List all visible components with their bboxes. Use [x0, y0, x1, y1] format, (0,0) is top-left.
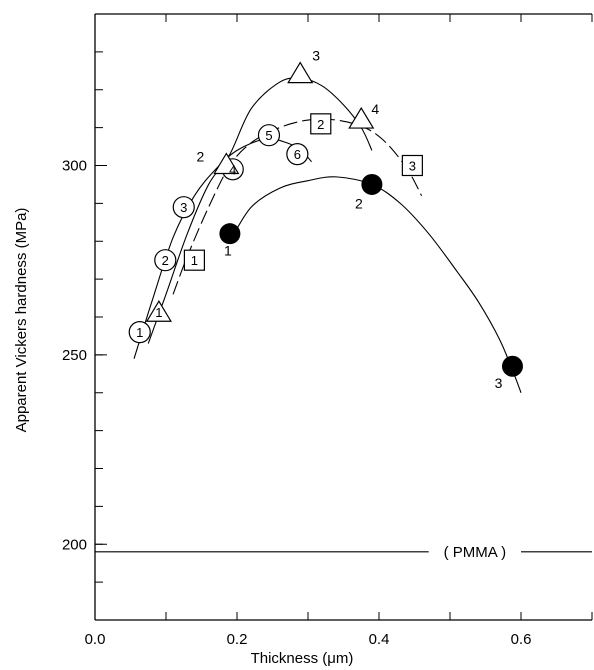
filled-point-label: 3 [495, 375, 503, 391]
axis-ticks [94, 13, 593, 621]
x-axis-label: Thickness (μm) [251, 650, 354, 667]
triangle-point-label: 4 [371, 101, 379, 117]
series-line [172, 118, 423, 295]
y-tick-label: 200 [62, 536, 87, 553]
triangle-point-label: 2 [196, 149, 204, 165]
data-markers [128, 61, 523, 377]
triangle-point-label: 3 [312, 48, 320, 64]
circle-marker-label: 2 [162, 253, 169, 268]
filled-circle-marker [219, 223, 241, 245]
circle-marker-label: 5 [265, 128, 272, 143]
y-tick-label: 250 [62, 347, 87, 364]
circle-marker [172, 196, 195, 219]
circle-marker-label: 1 [136, 325, 143, 340]
circle-marker [154, 249, 177, 272]
square-marker [310, 113, 332, 135]
triangle-marker [213, 152, 240, 175]
square-marker-label: 3 [409, 159, 416, 174]
circle-marker [286, 143, 309, 166]
tick-labels: 0.0 0.2 0.4 0.6 200 250 300 [62, 158, 531, 649]
x-tick-label: 0.0 [85, 631, 106, 648]
square-marker [401, 154, 423, 177]
filled-circle-marker [501, 355, 523, 377]
circle-marker-label: 4 [229, 162, 236, 177]
series-line [147, 77, 373, 344]
triangle-marker [348, 106, 375, 129]
y-axis-label: Apparent Vickers hardness (MPa) [13, 208, 30, 433]
filled-point-label: 2 [355, 195, 363, 211]
pmma-label: ( PMMA ) [444, 544, 507, 561]
series-line [229, 176, 522, 393]
circle-marker-label: 6 [294, 147, 301, 162]
square-marker [183, 249, 205, 271]
circle-marker [128, 321, 151, 344]
pmma-reference: ( PMMA ) [95, 544, 592, 561]
circle-marker-label: 3 [180, 200, 187, 215]
x-tick-label: 0.6 [511, 631, 532, 648]
square-marker-label: 2 [317, 117, 324, 132]
square-marker-label: 1 [191, 253, 198, 268]
circle-marker [257, 124, 281, 147]
filled-point-label: 1 [224, 243, 232, 259]
triangle-marker [287, 61, 314, 84]
x-tick-label: 0.2 [227, 631, 248, 648]
filled-circle-marker [361, 173, 383, 195]
point-labels: 1 2 3 4 5 6 1 2 3 4 1 2 3 1 2 3 [136, 48, 502, 392]
triangle-marker [145, 300, 172, 322]
x-tick-label: 0.4 [369, 631, 390, 648]
triangle-point-label: 1 [155, 305, 162, 320]
y-tick-label: 300 [62, 158, 87, 175]
